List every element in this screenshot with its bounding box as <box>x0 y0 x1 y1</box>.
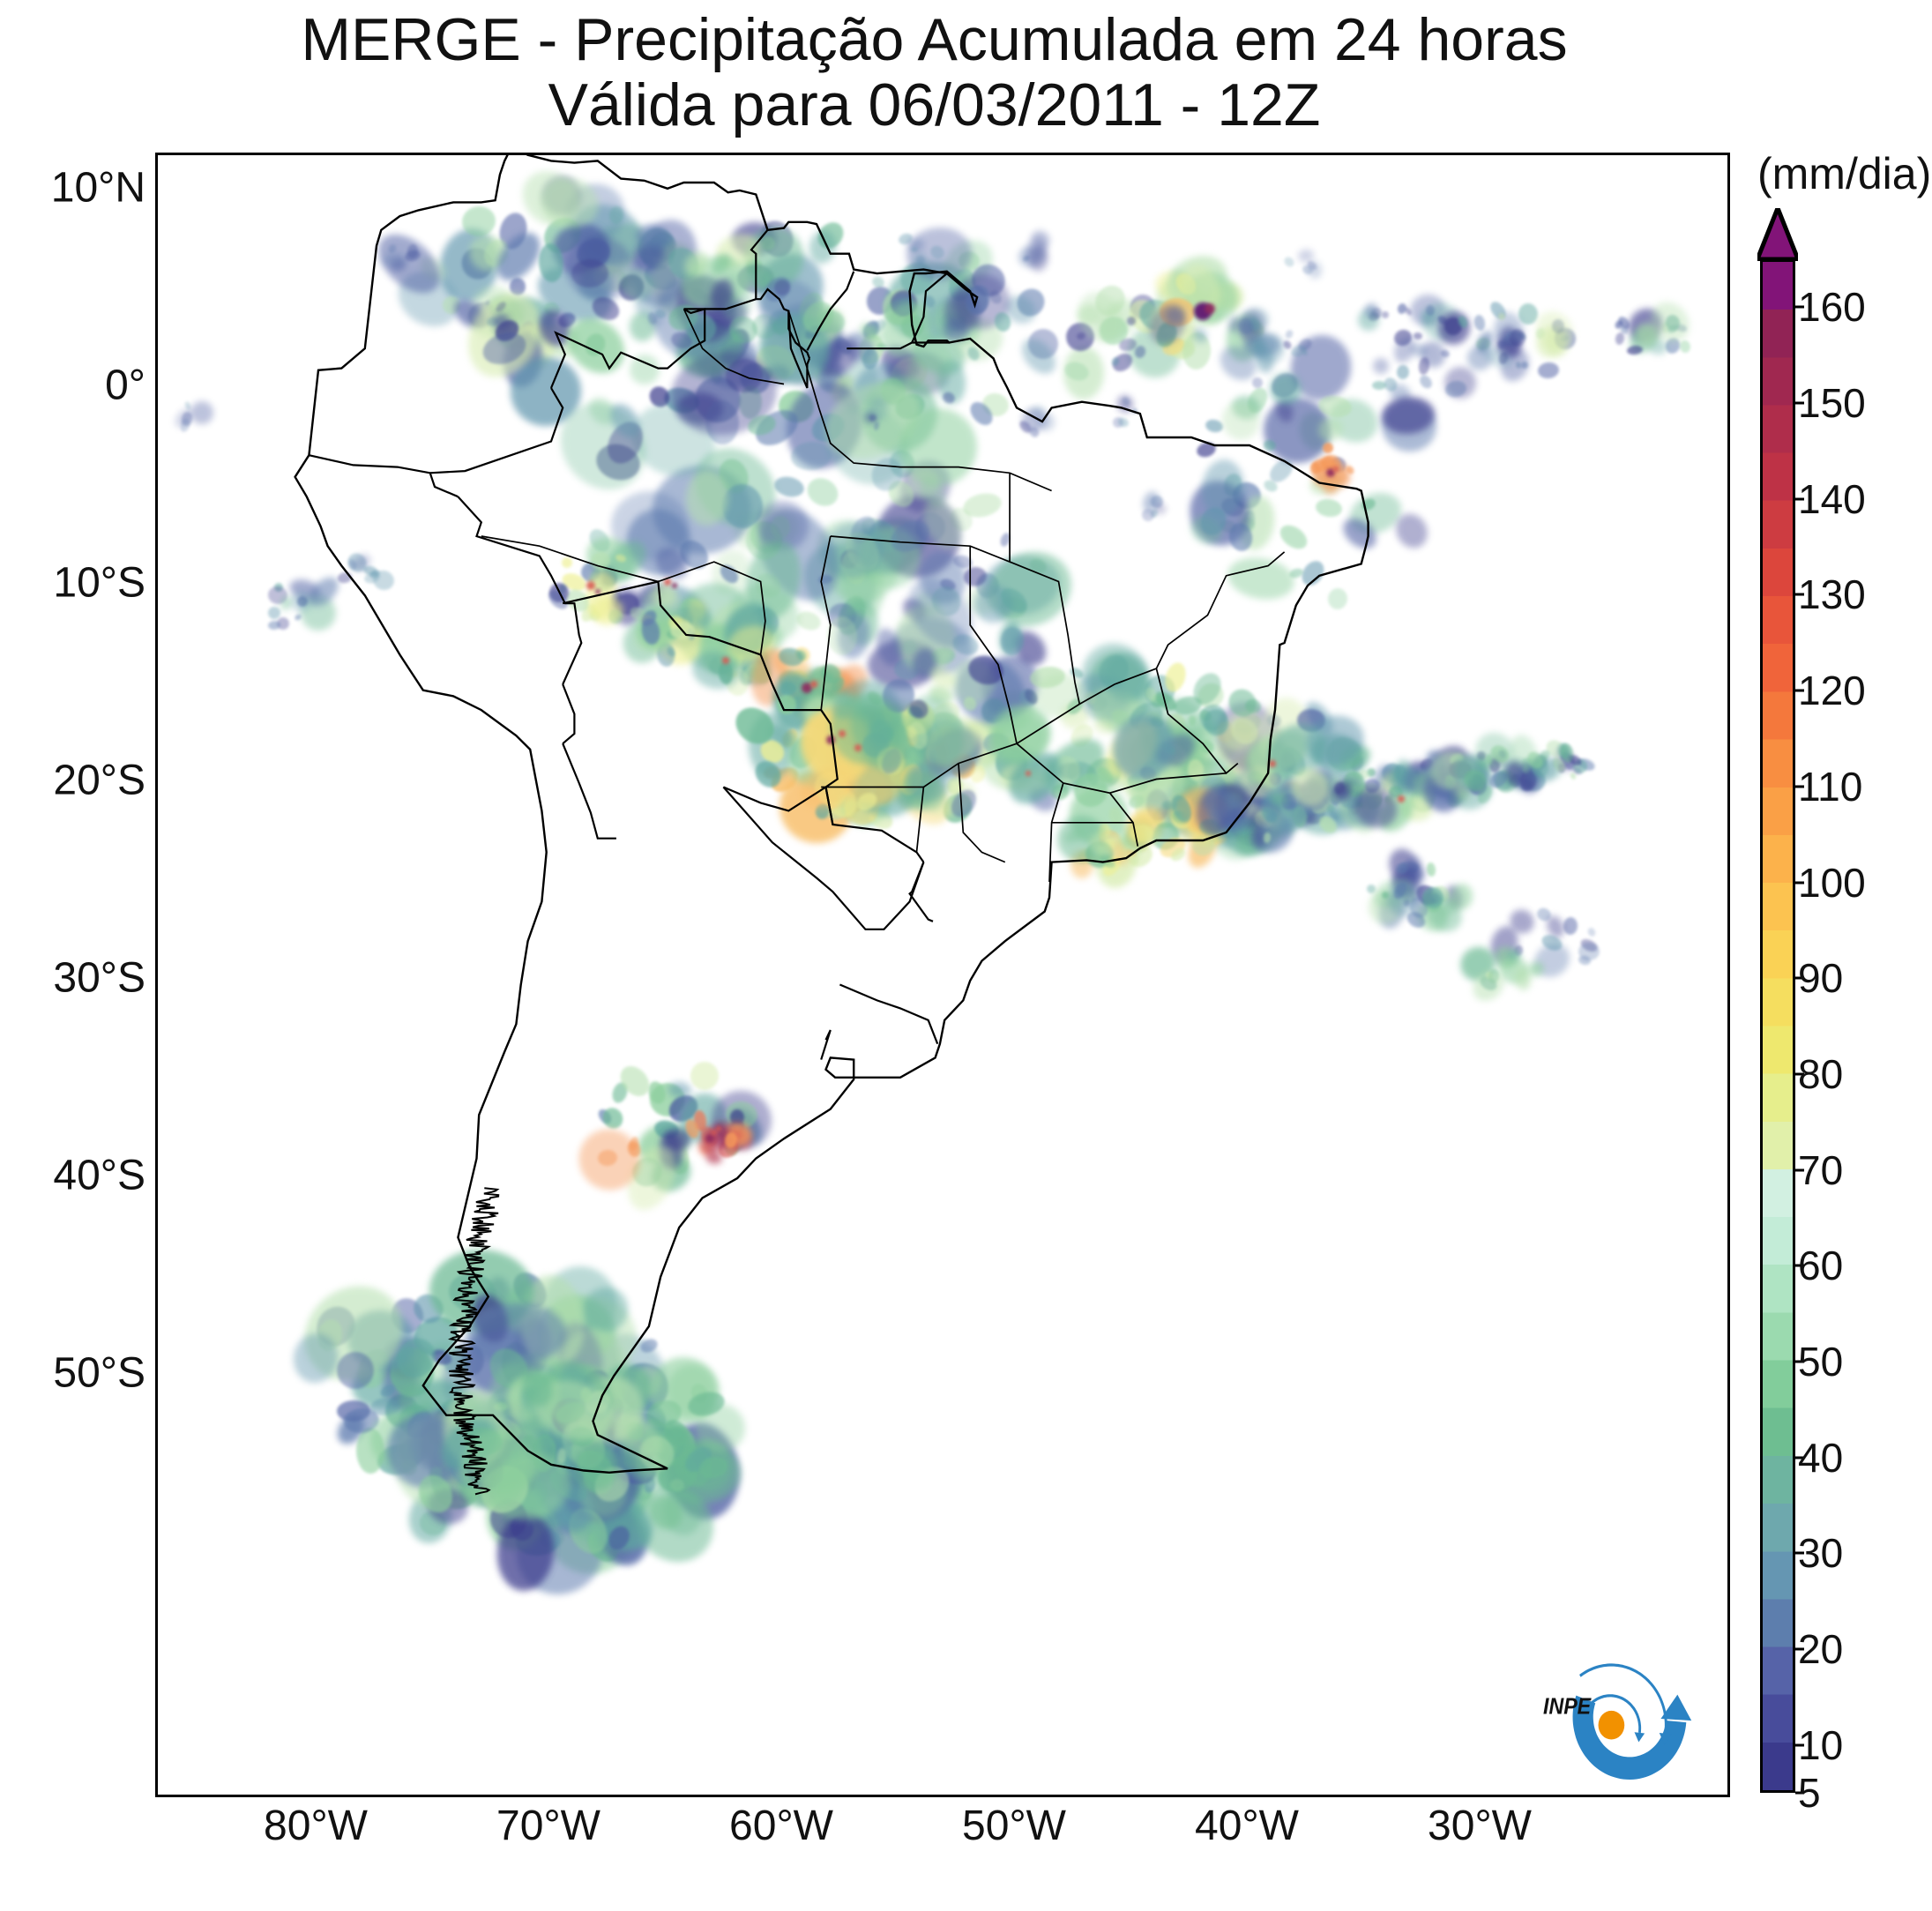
svg-text:INPE: INPE <box>1543 1694 1592 1719</box>
